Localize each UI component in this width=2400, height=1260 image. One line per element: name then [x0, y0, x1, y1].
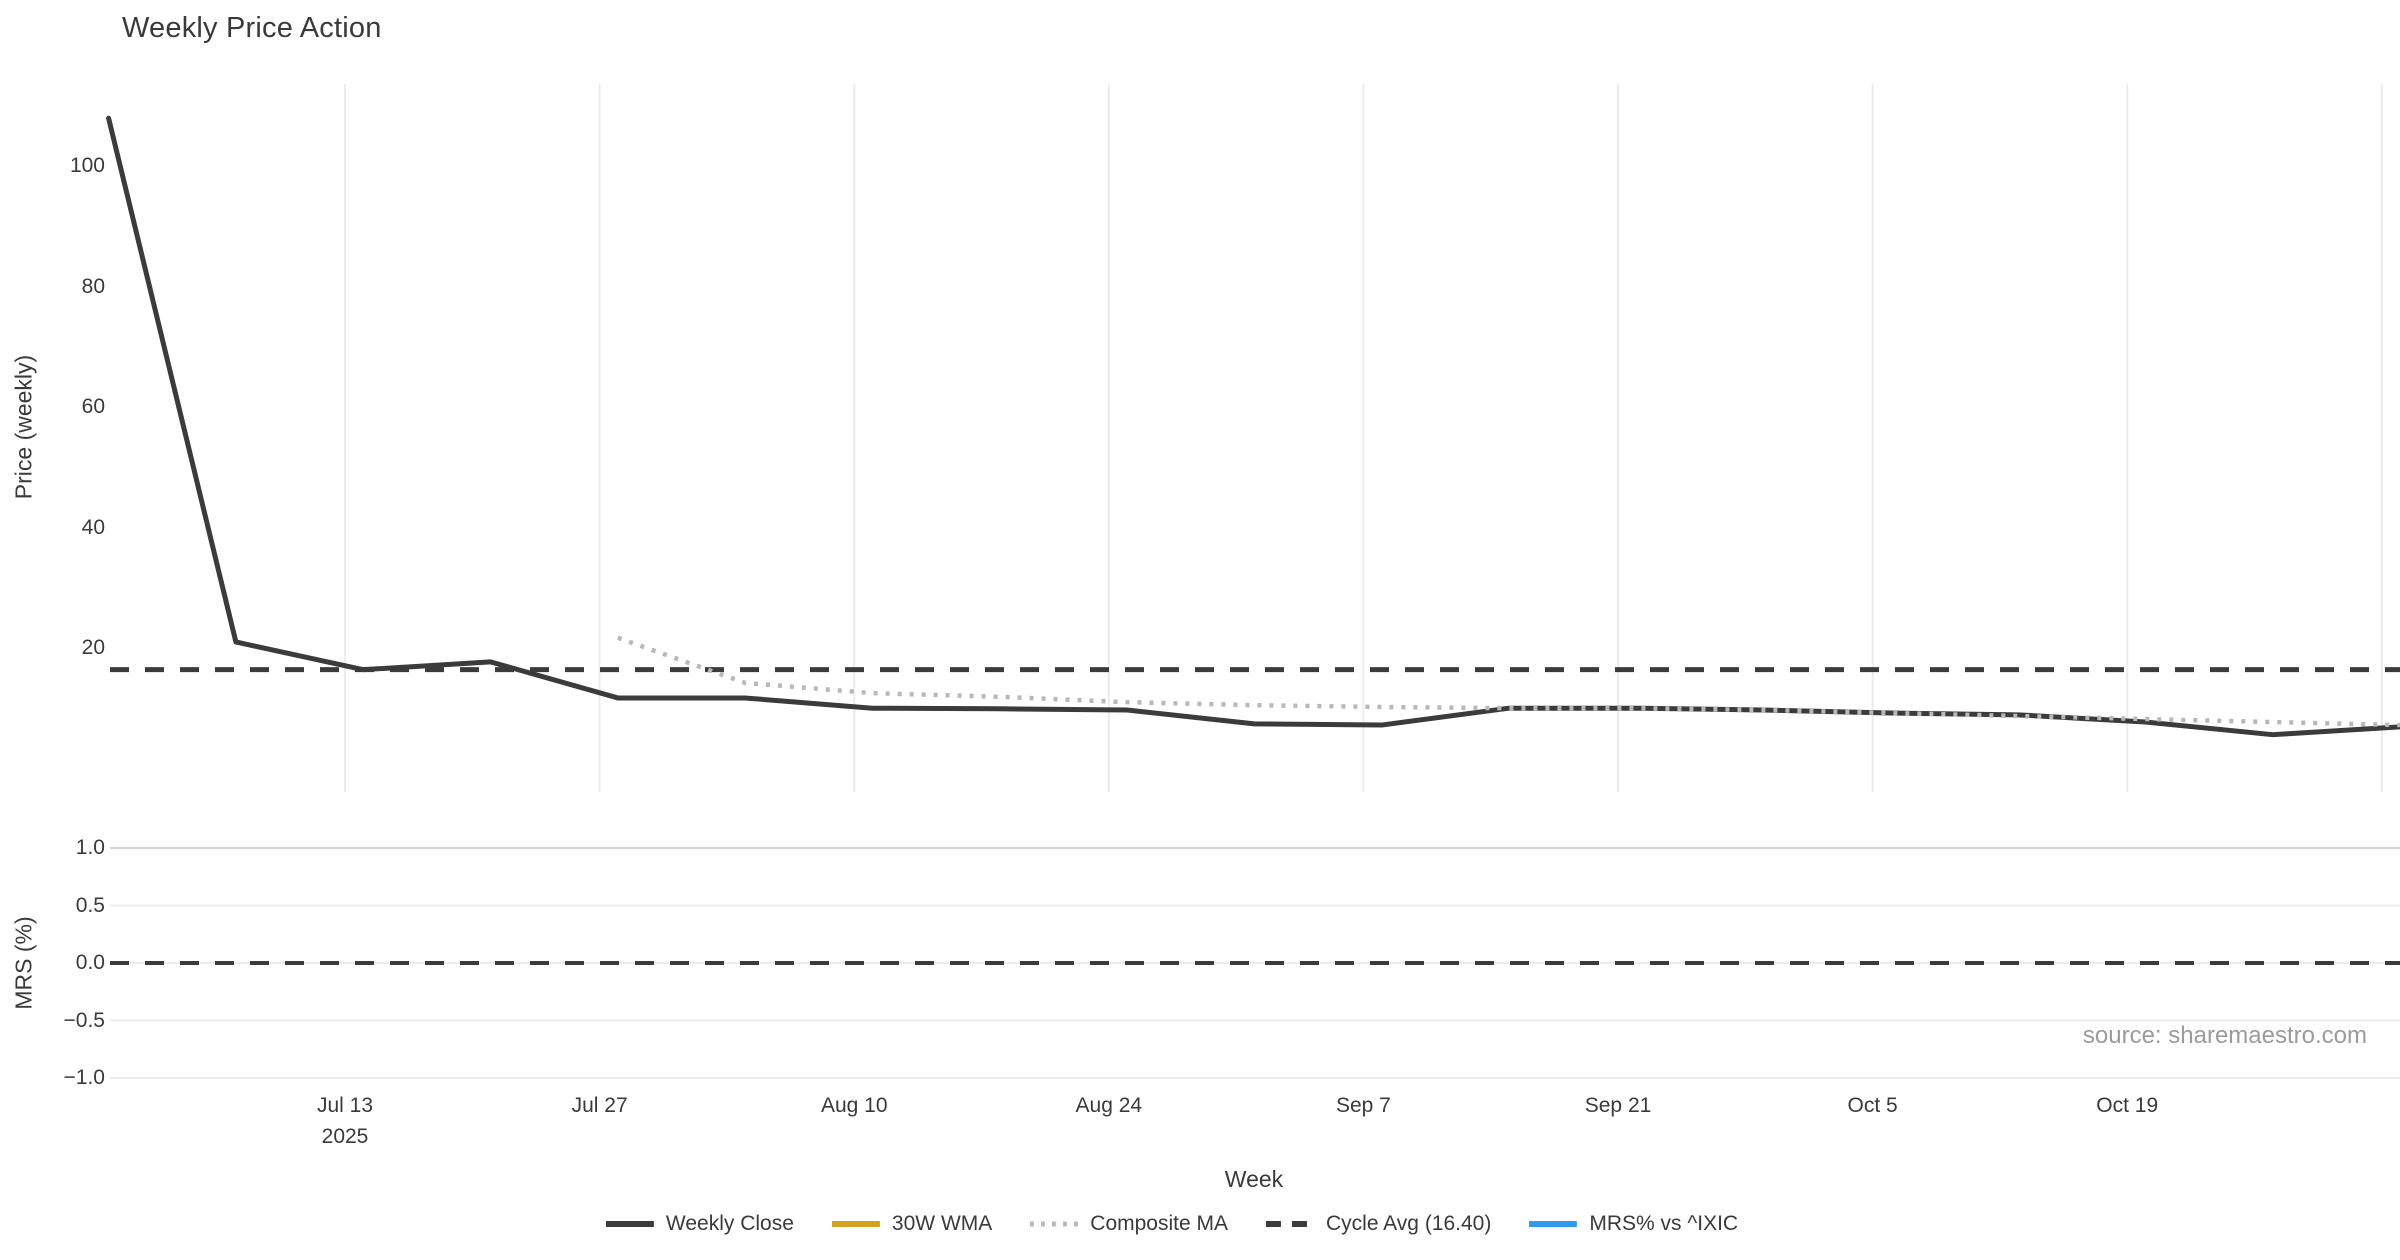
mrs-ytick-label: 0.5 [75, 893, 105, 917]
legend-label: 30W WMA [891, 1212, 993, 1235]
chart-title: Weekly Price Action [122, 12, 382, 44]
price-ytick-label: 40 [81, 515, 105, 539]
price-axis-title: Price (weekly) [10, 354, 37, 500]
chart-legend: Weekly Close 30W WMA Composite MA Cycle Avg… [605, 1212, 1738, 1236]
legend-swatch-solid [831, 1221, 880, 1227]
composite-ma-line [617, 635, 2400, 728]
legend-swatch-dashed [1265, 1221, 1314, 1227]
mrs-ytick-label: −1.0 [63, 1066, 105, 1089]
legend-label: MRS% vs ^IXIC [1589, 1212, 1739, 1235]
legend-item-composite-ma[interactable]: Composite MA [1030, 1212, 1228, 1236]
x-tick-label: Oct 5 [1847, 1094, 1898, 1117]
x-tick-label: Jul 27 [571, 1094, 628, 1117]
legend-swatch-solid [1529, 1221, 1578, 1227]
x-tick-label: Sep 21 [1584, 1094, 1652, 1117]
legend-label: Weekly Close [665, 1212, 794, 1235]
x-tick-label: Aug 24 [1075, 1094, 1143, 1117]
price-ytick-label: 100 [69, 154, 105, 178]
week-axis-title: Week [1224, 1166, 1284, 1192]
mrs-ytick-label: 1.0 [75, 836, 105, 859]
x-tick-label: Oct 19 [2096, 1094, 2159, 1117]
legend-swatch-dotted [1030, 1221, 1079, 1227]
price-ytick-label: 80 [81, 274, 105, 298]
mrs-ytick-label: −0.5 [63, 1008, 105, 1032]
mrs-ytick-label: 0.0 [75, 951, 105, 974]
legend-label: Cycle Avg (16.40) [1325, 1212, 1492, 1235]
price-ytick-label: 20 [81, 636, 105, 659]
x-tick-year-label: 2025 [321, 1125, 369, 1148]
x-tick-label: Jul 13 2025 [317, 1090, 373, 1152]
legend-swatch-solid [605, 1221, 654, 1227]
weekly-close-line [106, 115, 2400, 738]
legend-label: Composite MA [1090, 1212, 1228, 1235]
legend-item-mrs-vs-ixic[interactable]: MRS% vs ^IXIC [1529, 1212, 1738, 1236]
x-tick-label: Aug 10 [820, 1094, 888, 1117]
legend-item-30w-wma[interactable]: 30W WMA [831, 1212, 993, 1236]
price-ytick-label: 60 [81, 395, 105, 419]
legend-item-weekly-close[interactable]: Weekly Close [605, 1212, 794, 1236]
source-attribution: source: sharemaestro.com [2082, 1022, 2367, 1049]
x-tick-label: Sep 7 [1335, 1094, 1391, 1117]
legend-item-cycle-avg-16-40[interactable]: Cycle Avg (16.40) [1265, 1212, 1492, 1236]
